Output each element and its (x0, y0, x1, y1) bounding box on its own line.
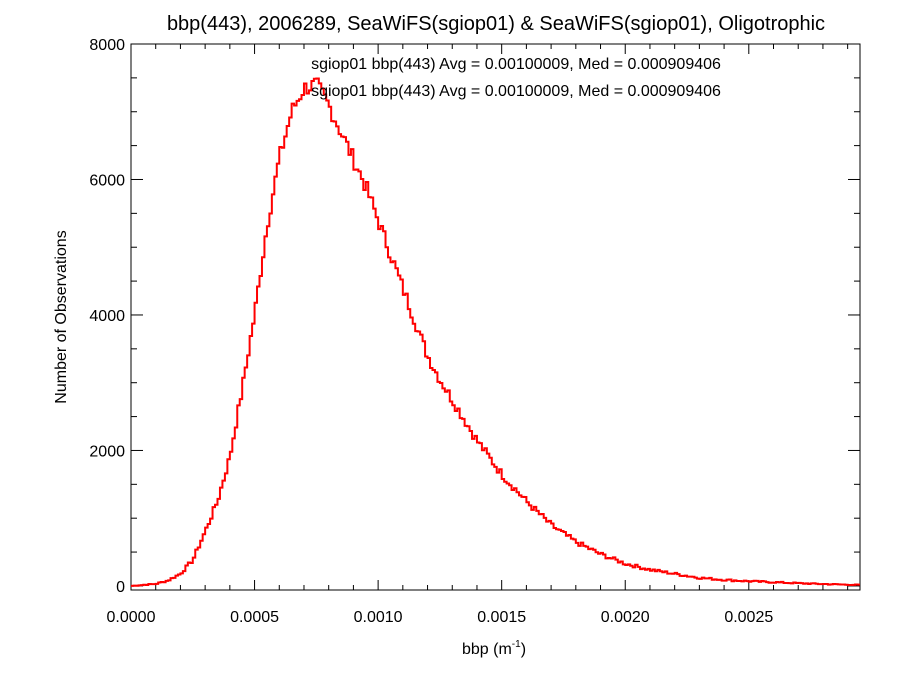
stats-annotation-black: sgiop01 bbp(443) Avg = 0.00100009, Med =… (311, 56, 721, 73)
y-tick-label: 4000 (89, 308, 125, 325)
x-tick-label: 0.0000 (107, 609, 156, 626)
y-tick-label: 6000 (89, 172, 125, 189)
x-tick-label: 0.0025 (724, 609, 773, 626)
chart-title: bbp(443), 2006289, SeaWiFS(sgiop01) & Se… (167, 13, 825, 35)
x-tick-label: 0.0010 (354, 609, 403, 626)
x-axis-label: bbp (m-1) (462, 639, 526, 658)
y-tick-label: 2000 (89, 443, 125, 460)
axis-ticks: 0.0000 0.0005 0.0010 0.0015 0.0020 0.0025 0 200… (89, 37, 860, 626)
x-tick-label: 0.0015 (477, 609, 526, 626)
y-axis-label: Number of Observations (53, 230, 70, 403)
x-axis-label-main: bbp (m (462, 641, 512, 658)
stats-annotation-red: sgiop01 bbp(443) Avg = 0.00100009, Med =… (311, 83, 721, 100)
x-axis-label-close: ) (521, 641, 526, 658)
y-tick-label: 8000 (89, 37, 125, 54)
plot-frame (130, 43, 861, 591)
x-tick-label: 0.0020 (601, 609, 650, 626)
x-axis-label-superscript: -1 (512, 639, 521, 650)
histogram-series-line (131, 77, 860, 587)
x-tick-label: 0.0005 (230, 609, 279, 626)
y-tick-label: 0 (116, 579, 125, 596)
